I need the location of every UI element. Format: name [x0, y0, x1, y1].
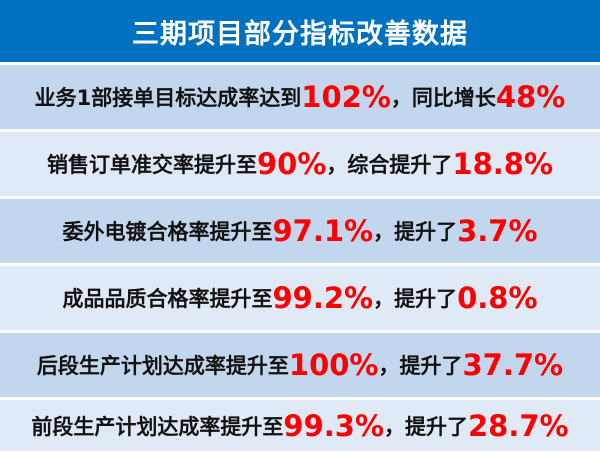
metric-label: 后段生产计划达成率提升至: [36, 354, 289, 378]
metric-row: 成品品质合格率提升至 99.2% ，提升了 0.8%: [0, 266, 600, 330]
metric-label: 前段生产计划达成率提升至: [31, 414, 284, 439]
metric-label: ，提升了: [373, 287, 458, 311]
metric-label: 成品品质合格率提升至: [62, 287, 273, 311]
metric-label: 销售订单准交率提升至: [46, 153, 257, 177]
metric-row: 后段生产计划达成率提升至 100% ，提升了 37.7%: [0, 333, 600, 397]
metrics-list: 业务1部接单目标达成率达到 102% ，同比增长 48% 销售订单准交率提升至 90% ，综…: [0, 65, 600, 451]
metric-label: 委外电镀合格率提升至: [62, 220, 273, 244]
metric-value: 97.1%: [272, 214, 374, 248]
metric-label: ，提升了: [384, 414, 468, 439]
title-banner: 三期项目部分指标改善数据: [0, 0, 600, 62]
metric-value: 99.3%: [283, 408, 384, 443]
metric-value: 3.7%: [457, 214, 538, 248]
metric-value: 37.7%: [462, 348, 564, 382]
metric-label: 业务1部接单目标达成率达到: [34, 86, 302, 110]
metric-row: 业务1部接单目标达成率达到 102% ，同比增长 48%: [0, 65, 600, 129]
metric-row: 销售订单准交率提升至 90% ，综合提升了 18.8%: [0, 132, 600, 196]
metric-value: 28.7%: [468, 408, 569, 443]
metric-value: 99.2%: [272, 281, 374, 315]
page-title: 三期项目部分指标改善数据: [132, 18, 468, 50]
metric-value: 102%: [301, 80, 391, 114]
metric-row: 前段生产计划达成率提升至 99.3% ，提升了 28.7%: [0, 400, 600, 451]
metric-label: ，提升了: [373, 220, 458, 244]
metric-row: 委外电镀合格率提升至 97.1% ，提升了 3.7%: [0, 199, 600, 263]
metric-value: 18.8%: [452, 147, 554, 181]
metric-value: 48%: [495, 80, 566, 114]
metric-value: 0.8%: [457, 281, 538, 315]
metric-label: ，综合提升了: [326, 153, 453, 177]
metric-label: ，提升了: [378, 354, 463, 378]
metric-label: ，同比增长: [390, 86, 496, 110]
metric-value: 100%: [288, 348, 379, 382]
metric-value: 90%: [256, 147, 327, 181]
